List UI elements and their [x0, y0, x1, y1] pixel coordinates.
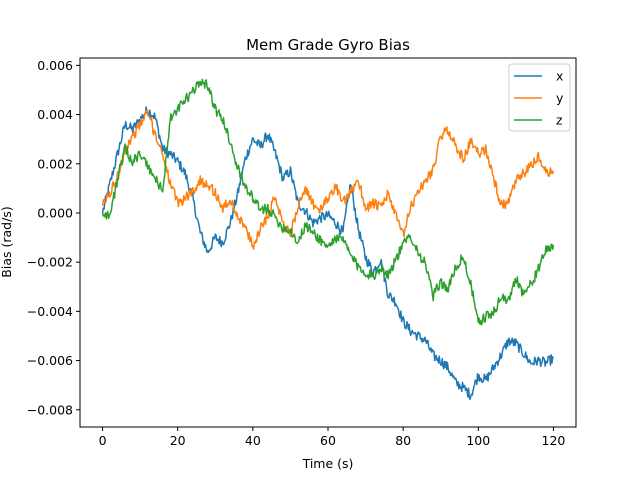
- x-tick-label: 0: [99, 433, 107, 448]
- y-tick-label: −0.008: [27, 402, 73, 417]
- x-axis-label: Time (s): [302, 456, 354, 471]
- x-tick-label: 120: [542, 433, 566, 448]
- x-tick-label: 20: [170, 433, 186, 448]
- legend-label-x: x: [556, 69, 563, 84]
- legend-label-y: y: [556, 91, 564, 106]
- y-axis: −0.008 −0.006 −0.004 −0.002 0.000 0.002 0.004 0…: [27, 58, 80, 417]
- y-tick-label: −0.002: [27, 255, 73, 270]
- series-layer: [101, 78, 555, 401]
- series-line-x: [101, 106, 555, 401]
- x-tick-label: 80: [395, 433, 411, 448]
- legend: xyz: [508, 63, 571, 132]
- y-tick-label: −0.004: [27, 304, 73, 319]
- x-axis: 0 20 40 60 80 100 120: [99, 427, 566, 448]
- series-line-y: [101, 109, 555, 250]
- x-tick-label: 60: [320, 433, 336, 448]
- plot-area: [79, 57, 577, 428]
- y-tick-label: 0.002: [37, 156, 73, 171]
- x-tick-label: 100: [466, 433, 490, 448]
- y-tick-label: 0.000: [37, 205, 73, 220]
- y-tick-label: 0.004: [37, 107, 73, 122]
- chart-title: Mem Grade Gyro Bias: [246, 36, 410, 54]
- series-line-z: [101, 78, 555, 326]
- legend-label-z: z: [556, 113, 563, 128]
- y-axis-label: Bias (rad/s): [0, 206, 14, 277]
- x-tick-label: 40: [245, 433, 261, 448]
- y-tick-label: −0.006: [27, 353, 73, 368]
- y-tick-label: 0.006: [37, 58, 73, 73]
